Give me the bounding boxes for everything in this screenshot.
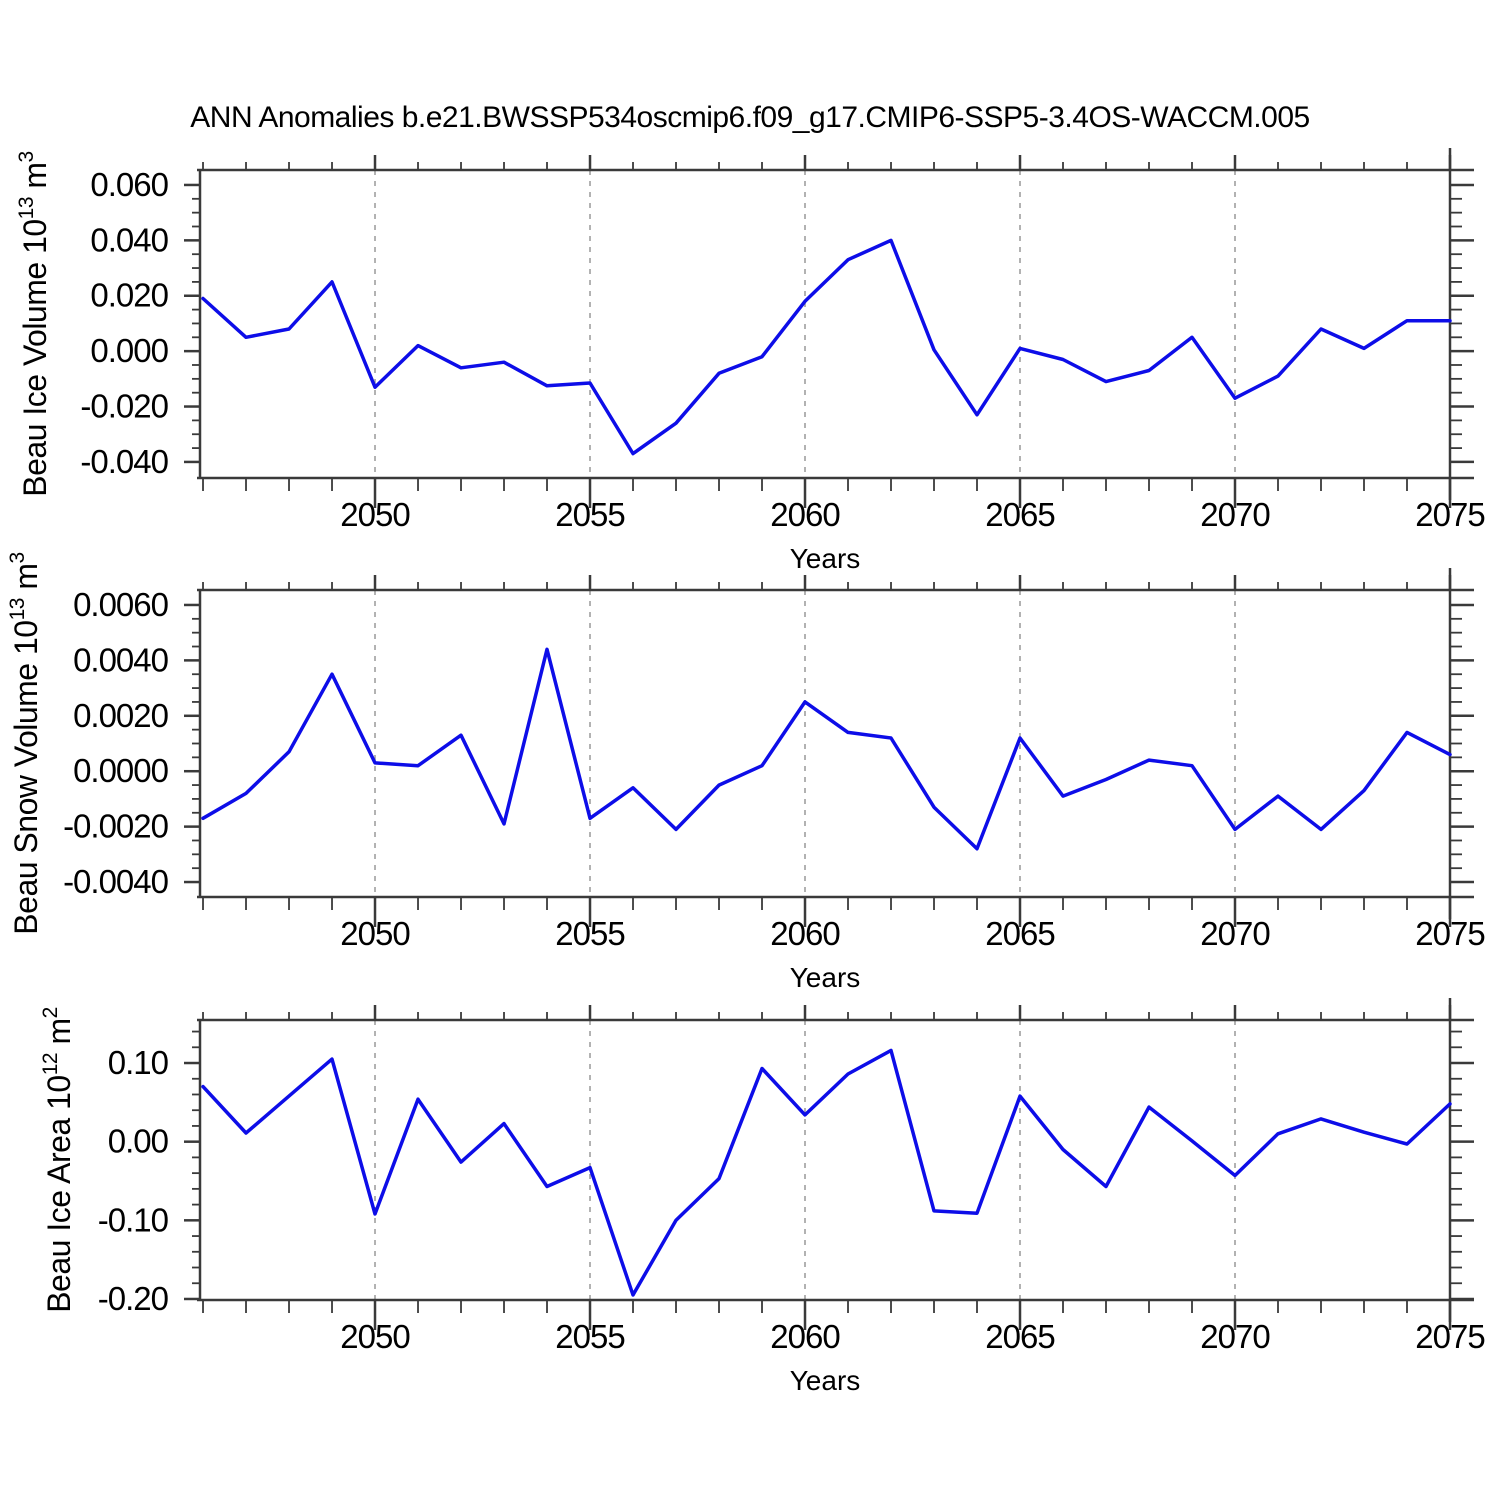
- x-tick-label: 2065: [985, 1318, 1054, 1355]
- y-tick-label: -0.020: [80, 388, 168, 425]
- x-tick-label: 2050: [340, 1318, 410, 1355]
- y-tick-label: 0.0040: [73, 641, 169, 678]
- x-tick-label: 2070: [1200, 915, 1270, 952]
- x-tick-label: 2055: [555, 1318, 624, 1355]
- x-tick-label: 2055: [555, 496, 624, 533]
- x-tick-label: 2065: [985, 915, 1054, 952]
- x-tick-label: 2060: [770, 496, 840, 533]
- x-tick-label: 2050: [340, 496, 410, 533]
- series-line: [201, 647, 1452, 851]
- x-tick-label: 2060: [770, 915, 840, 952]
- x-axis-title: Years: [790, 543, 861, 574]
- y-tick-label: -0.0040: [63, 863, 169, 900]
- y-axis-title: Beau Ice Area 1012 m2: [39, 1007, 77, 1313]
- y-tick-label: -0.0020: [63, 808, 169, 845]
- y-tick-label: 0.040: [90, 221, 168, 258]
- panel-3: 0.10 0.00 -0.10 -0.20 2050 2055 2060 2065 2070 20…: [39, 998, 1486, 1396]
- x-tick-label: 2075: [1415, 1318, 1484, 1355]
- y-tick-label: 0.060: [90, 166, 168, 203]
- y-tick-label: 0.020: [90, 277, 168, 314]
- x-tick-label: 2070: [1200, 496, 1270, 533]
- x-axis-title: Years: [790, 962, 861, 993]
- y-tick-label: 0.10: [108, 1044, 169, 1081]
- y-tick-label: -0.20: [98, 1280, 169, 1317]
- x-tick-label: 2065: [985, 496, 1054, 533]
- y-axis-title: Beau Snow Volume 1013 m3: [6, 552, 44, 934]
- x-tick-label: 2075: [1415, 915, 1484, 952]
- y-axis-title: Beau Ice Volume 1013 m3: [15, 151, 53, 497]
- series-line: [201, 238, 1452, 456]
- y-tick-label: 0.00: [108, 1123, 169, 1160]
- y-tick-label: 0.0060: [73, 586, 169, 623]
- x-tick-label: 2060: [770, 1318, 840, 1355]
- panel-1: 0.060 0.040 0.020 0.000 -0.020 -0.040 2050 2055…: [15, 148, 1486, 574]
- x-tick-label: 2050: [340, 915, 410, 952]
- y-tick-label: -0.040: [80, 443, 168, 480]
- y-tick-label: 0.000: [90, 332, 168, 369]
- x-tick-label: 2055: [555, 915, 624, 952]
- y-tick-label: 0.0000: [73, 752, 169, 789]
- x-tick-label: 2075: [1415, 496, 1484, 533]
- x-axis-title: Years: [790, 1365, 861, 1396]
- series-line: [201, 1048, 1452, 1297]
- y-tick-label: -0.10: [98, 1201, 169, 1238]
- chart-title: ANN Anomalies b.e21.BWSSP534oscmip6.f09_…: [190, 101, 1309, 134]
- panel-2: 0.0060 0.0040 0.0020 0.0000 -0.0020 -0.0040 20…: [6, 552, 1486, 993]
- y-tick-label: 0.0020: [73, 697, 169, 734]
- x-tick-label: 2070: [1200, 1318, 1270, 1355]
